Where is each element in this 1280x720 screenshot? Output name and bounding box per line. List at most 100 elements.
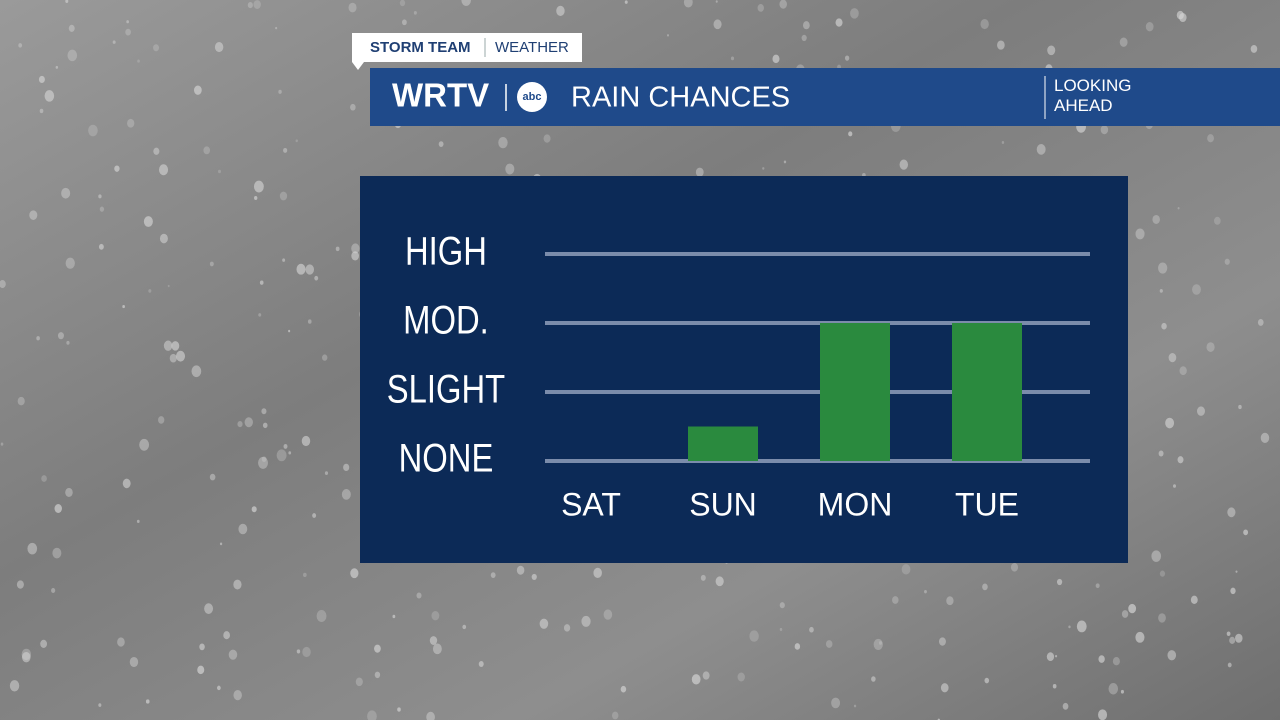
y-tick-label: MOD. (403, 297, 489, 342)
raindrop (783, 160, 787, 164)
raindrop (98, 243, 104, 250)
raindrop (98, 703, 102, 707)
raindrop (153, 44, 160, 52)
raindrop (1257, 319, 1264, 326)
raindrop (261, 456, 267, 462)
raindrop (244, 417, 253, 428)
raindrop (258, 456, 268, 469)
raindrop (145, 699, 150, 704)
x-tick-label: SUN (689, 486, 757, 522)
raindrop (1145, 21, 1154, 32)
raindrop (218, 169, 221, 174)
raindrop (853, 704, 857, 708)
raindrop (171, 341, 180, 351)
raindrop (429, 636, 438, 645)
raindrop (1151, 550, 1162, 562)
raindrop (1167, 650, 1177, 661)
raindrop (539, 618, 549, 629)
raindrop (278, 89, 282, 94)
raindrop (112, 40, 116, 44)
raindrop (40, 639, 48, 648)
raindrop (715, 576, 724, 587)
raindrop (438, 141, 444, 147)
raindrop (193, 85, 202, 95)
raindrop (98, 194, 102, 199)
raindrop (531, 573, 537, 581)
raindrop (402, 19, 407, 26)
raindrop (44, 90, 55, 102)
raindrop (209, 261, 214, 267)
raindrop (247, 2, 253, 9)
raindrop (478, 661, 484, 668)
raindrop (850, 8, 859, 19)
raindrop (1243, 529, 1249, 536)
raindrop (137, 59, 140, 63)
raindrop (737, 672, 745, 682)
raindrop (55, 65, 59, 69)
raindrop (279, 191, 288, 201)
raindrop (1112, 656, 1120, 666)
tag-box: LOOKING AHEAD (1054, 76, 1131, 115)
raindrop (901, 564, 911, 575)
raindrop (938, 637, 946, 646)
raindrop (29, 210, 38, 220)
raindrop (1238, 404, 1242, 410)
raindrop (9, 680, 20, 692)
raindrop (772, 54, 780, 64)
raindrop (217, 685, 221, 691)
raindrop (461, 0, 471, 6)
raindrop (341, 488, 351, 500)
raindrop (878, 641, 882, 645)
raindrop (1226, 631, 1231, 636)
raindrop (126, 20, 129, 24)
x-tick-label: TUE (955, 486, 1019, 522)
brand: STORM TEAM (370, 39, 471, 56)
raindrop (1056, 578, 1063, 586)
raindrop (1046, 652, 1055, 662)
raindrop (283, 147, 288, 153)
raindrop (1227, 662, 1232, 668)
x-tick-label: MON (818, 486, 893, 522)
raindrop (143, 216, 153, 227)
raindrop (237, 421, 243, 428)
raindrop (1158, 450, 1164, 457)
raindrop (1098, 655, 1105, 663)
section: WEATHER (495, 39, 569, 56)
raindrop (399, 0, 406, 7)
raindrop (136, 519, 140, 524)
raindrop (288, 451, 292, 455)
raindrop (153, 147, 160, 155)
raindrop (603, 609, 613, 620)
raindrop (295, 139, 298, 143)
raindrop (117, 637, 125, 647)
raindrop (1128, 603, 1137, 614)
plot: NONE SLIGHT MOD. HIGH SAT SUN MON TUE (387, 228, 1090, 522)
raindrop (283, 444, 288, 449)
raindrop (899, 159, 909, 170)
raindrop (543, 134, 551, 143)
raindrop (303, 572, 307, 578)
raindrop (1227, 507, 1236, 518)
raindrop (41, 475, 47, 482)
raindrop (1230, 587, 1236, 595)
station: WRTV (392, 77, 489, 114)
raindrop (1165, 417, 1175, 429)
raindrop (715, 0, 718, 3)
raindrop (946, 596, 954, 606)
raindrop (1179, 12, 1187, 23)
raindrop (223, 631, 230, 640)
y-tick-label: SLIGHT (387, 366, 505, 411)
raindrop (197, 665, 205, 675)
raindrop (1068, 625, 1071, 629)
raindrop (163, 340, 173, 351)
raindrop (238, 523, 248, 535)
raindrop (296, 649, 301, 654)
raindrop (322, 354, 328, 361)
raindrop (52, 547, 62, 559)
raindrop (713, 19, 722, 30)
raindrop (873, 638, 883, 650)
raindrop (1229, 636, 1236, 644)
raindrop (351, 251, 359, 261)
raindrop (431, 610, 440, 621)
raindrop (261, 408, 267, 415)
